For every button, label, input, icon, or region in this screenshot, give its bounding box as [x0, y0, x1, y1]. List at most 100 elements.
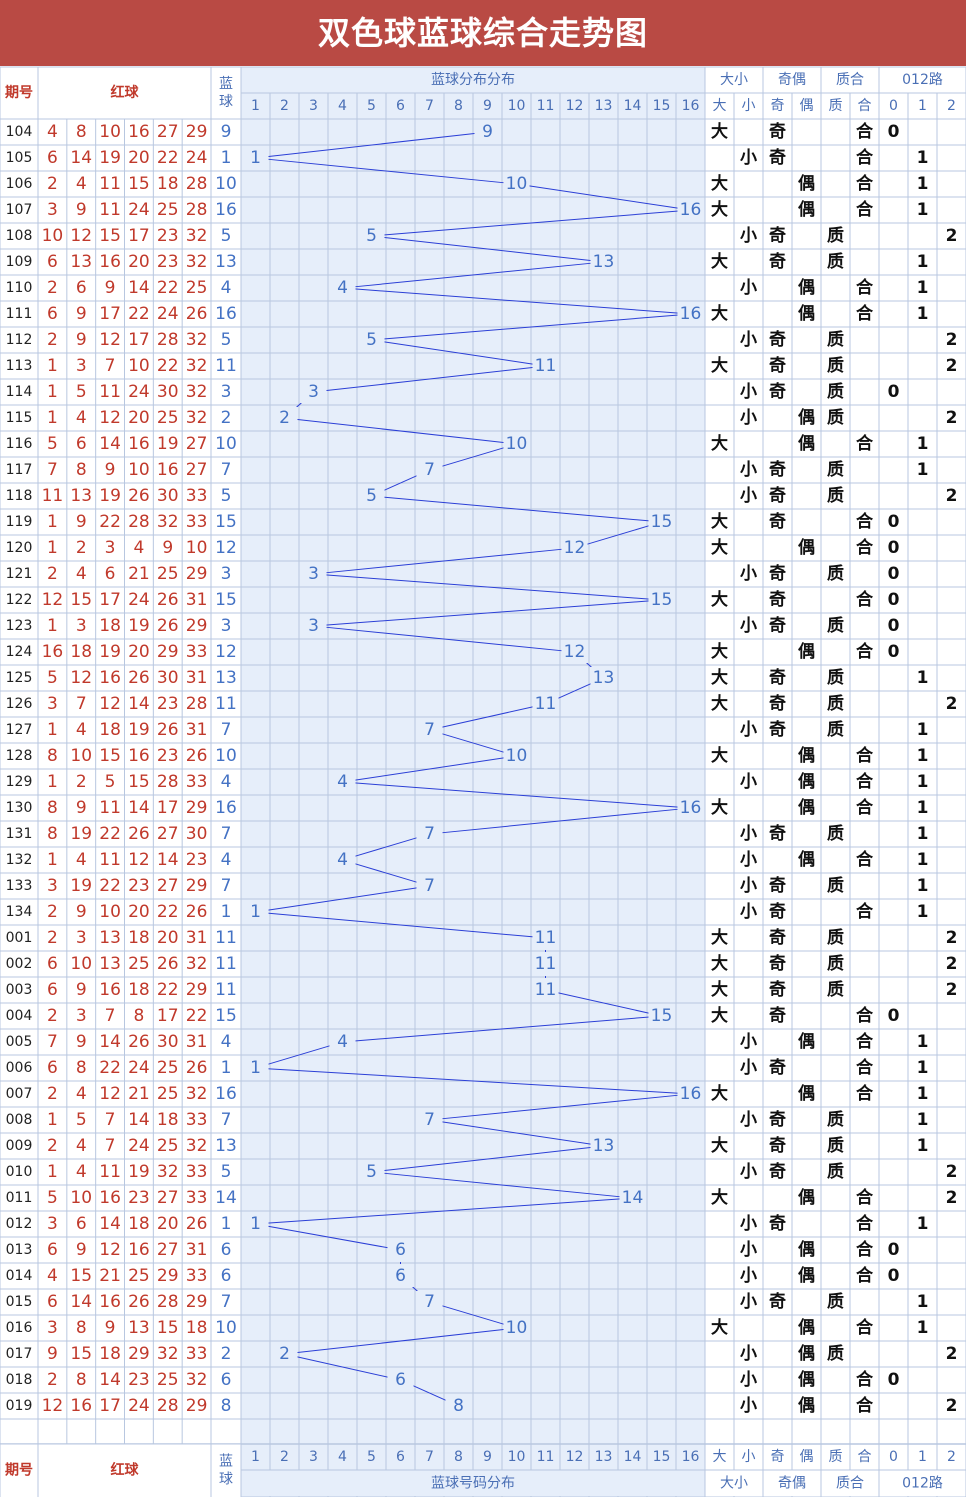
blue-ball: 10 — [215, 1318, 237, 1338]
blue-ball: 16 — [215, 1084, 237, 1104]
parity-mark: 偶 — [798, 1369, 815, 1390]
parity-mark: 偶 — [798, 433, 815, 454]
road-mark: 1 — [917, 460, 929, 480]
trend-point-bg — [590, 667, 617, 689]
road-mark: 2 — [946, 694, 958, 714]
red-ball: 6 — [47, 1058, 58, 1078]
prime-mark: 质 — [827, 1162, 844, 1182]
trend-point-bg — [590, 1135, 617, 1157]
red-ball: 25 — [157, 564, 179, 584]
red-ball: 32 — [186, 252, 208, 272]
trend-point-bg — [358, 1161, 385, 1183]
prime-mark: 质 — [827, 460, 844, 480]
red-ball: 1 — [47, 382, 58, 402]
red-ball: 15 — [99, 226, 121, 246]
red-ball: 26 — [157, 590, 179, 610]
red-ball: 2 — [47, 278, 58, 298]
trend-point-bg — [358, 329, 385, 351]
road-mark: 1 — [917, 824, 929, 844]
footer-blue-number-3: 3 — [309, 1449, 318, 1465]
road-mark: 1 — [917, 252, 929, 272]
road-header-cell — [879, 67, 966, 93]
parity-mark: 偶 — [798, 407, 815, 428]
red-ball: 13 — [99, 954, 121, 974]
red-ball: 10 — [128, 356, 150, 376]
blue-ball: 3 — [221, 616, 232, 636]
red-ball: 2 — [76, 538, 87, 558]
red-ball: 16 — [99, 252, 121, 272]
road-mark: 1 — [917, 1318, 929, 1338]
red-ball: 7 — [47, 1032, 58, 1052]
red-ball: 21 — [99, 1266, 121, 1286]
blue-ball: 12 — [215, 642, 237, 662]
issue-number: 016 — [6, 1320, 33, 1336]
red-ball: 29 — [128, 1344, 150, 1364]
red-ball: 24 — [128, 200, 150, 220]
red-ball: 32 — [186, 1370, 208, 1390]
red-ball: 19 — [99, 148, 121, 168]
red-ball: 28 — [157, 330, 179, 350]
trend-point-bg — [561, 537, 588, 559]
red-ball: 1 — [47, 772, 58, 792]
red-ball: 29 — [186, 1396, 208, 1416]
trend-line-segment — [267, 1198, 621, 1224]
road-mark: 0 — [888, 1266, 900, 1286]
red-ball: 12 — [42, 590, 64, 610]
issue-number: 006 — [6, 1060, 33, 1076]
prime-mark: 合 — [856, 1239, 874, 1260]
issue-number: 107 — [6, 202, 33, 218]
parity-mark: 偶 — [798, 1343, 815, 1364]
trend-point-label: 13 — [593, 252, 615, 272]
footer-road-r2: 2 — [947, 1449, 956, 1465]
trend-point-label: 4 — [337, 1032, 348, 1052]
prime-mark: 质 — [827, 408, 844, 428]
trend-point-bg — [416, 1109, 443, 1131]
road-mark: 1 — [917, 1084, 929, 1104]
blue-ball: 16 — [215, 304, 237, 324]
road-mark: 1 — [917, 200, 929, 220]
red-ball: 3 — [47, 1214, 58, 1234]
trend-point-bg — [242, 1057, 269, 1079]
header-blue-number-8: 8 — [454, 98, 463, 114]
road-mark: 1 — [917, 174, 929, 194]
red-ball: 32 — [186, 382, 208, 402]
red-ball: 13 — [128, 1318, 150, 1338]
issue-number: 110 — [6, 280, 33, 296]
red-ball: 25 — [157, 1136, 179, 1156]
trend-point-bg — [387, 1265, 414, 1287]
size-mark: 大 — [711, 1005, 728, 1026]
red-ball: 8 — [76, 1058, 87, 1078]
red-ball: 29 — [186, 564, 208, 584]
red-ball: 33 — [186, 1344, 208, 1364]
blue-ball: 10 — [215, 174, 237, 194]
footer-blue-number-9: 9 — [483, 1449, 492, 1465]
road-mark: 0 — [888, 1006, 900, 1026]
prime-mark: 质 — [827, 252, 844, 272]
red-ball: 33 — [186, 772, 208, 792]
footer-blue-number-13: 13 — [595, 1449, 613, 1465]
issue-number: 012 — [6, 1216, 33, 1232]
trend-line-segment — [440, 1304, 506, 1326]
red-ball: 25 — [128, 1266, 150, 1286]
red-ball: 4 — [76, 720, 87, 740]
parity-mark: 奇 — [769, 1291, 786, 1312]
red-ball: 25 — [157, 408, 179, 428]
trend-point-bg — [503, 433, 530, 455]
parity-mark: 奇 — [769, 875, 786, 896]
size-mark: 大 — [711, 979, 728, 1000]
red-ball: 19 — [99, 486, 121, 506]
red-ball: 4 — [47, 1266, 58, 1286]
prime-mark: 质 — [827, 720, 844, 740]
issue-number: 015 — [6, 1294, 33, 1310]
red-ball: 6 — [76, 1214, 87, 1234]
red-ball: 32 — [157, 1344, 179, 1364]
trend-point-label: 5 — [366, 330, 377, 350]
red-ball: 9 — [76, 798, 87, 818]
red-ball: 5 — [47, 1188, 58, 1208]
red-ball: 12 — [99, 408, 121, 428]
road-mark: 0 — [888, 382, 900, 402]
prime-mark: 合 — [856, 199, 874, 220]
red-ball: 18 — [128, 980, 150, 1000]
size-mark: 小 — [740, 1240, 757, 1260]
red-ball: 16 — [42, 642, 64, 662]
